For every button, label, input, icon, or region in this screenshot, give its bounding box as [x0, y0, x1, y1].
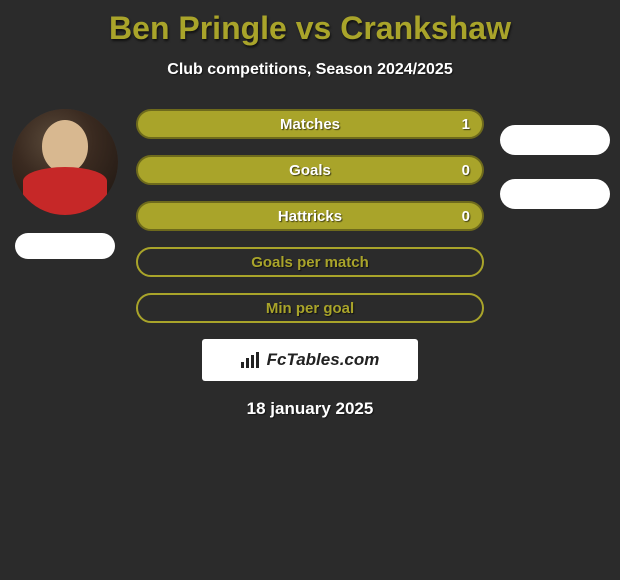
- stat-label: Goals per match: [251, 254, 369, 271]
- player-right-name-pill-1: [500, 125, 610, 155]
- stat-right-value: 1: [462, 111, 470, 137]
- player-left-name-pill: [15, 233, 115, 259]
- stat-bar: Goals per match: [136, 247, 484, 277]
- chart-icon: [241, 352, 261, 368]
- watermark: FcTables.com: [202, 339, 418, 381]
- stat-bar: Min per goal: [136, 293, 484, 323]
- stat-bar: Matches 1: [136, 109, 484, 139]
- stat-bar: Goals 0: [136, 155, 484, 185]
- avatar-head-shape: [42, 120, 89, 173]
- stat-label: Min per goal: [266, 300, 354, 317]
- stat-bar: Hattricks 0: [136, 201, 484, 231]
- avatar-jersey-shape: [23, 167, 108, 215]
- stat-row: Goals 0: [136, 155, 484, 185]
- player-left-panel: [6, 109, 124, 259]
- stat-rows: Matches 1 Goals 0 Hattricks 0 Goals per match M…: [136, 109, 484, 323]
- player-right-panel: [496, 109, 614, 209]
- stat-label: Matches: [280, 116, 340, 133]
- stat-right-value: 0: [462, 203, 470, 229]
- date-text: 18 january 2025: [0, 399, 620, 419]
- stat-right-value: 0: [462, 157, 470, 183]
- watermark-text: FcTables.com: [267, 350, 380, 370]
- page-title: Ben Pringle vs Crankshaw: [0, 0, 620, 47]
- stat-row: Min per goal: [136, 293, 484, 323]
- content-area: Matches 1 Goals 0 Hattricks 0 Goals per match M…: [0, 109, 620, 419]
- stat-row: Goals per match: [136, 247, 484, 277]
- stat-label: Goals: [289, 162, 331, 179]
- player-left-avatar: [12, 109, 118, 215]
- stat-row: Hattricks 0: [136, 201, 484, 231]
- stat-label: Hattricks: [278, 208, 342, 225]
- avatar-photo-placeholder: [12, 109, 118, 215]
- stat-row: Matches 1: [136, 109, 484, 139]
- player-right-name-pill-2: [500, 179, 610, 209]
- subtitle: Club competitions, Season 2024/2025: [0, 61, 620, 79]
